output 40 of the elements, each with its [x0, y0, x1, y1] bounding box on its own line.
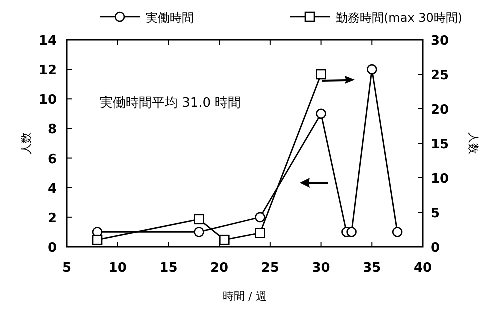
- x-tick-label: 5: [62, 261, 72, 276]
- point: [92, 234, 103, 246]
- point: [255, 228, 266, 238]
- y-tick-label: 4: [48, 182, 57, 197]
- y2-tick-label: 10: [431, 172, 450, 187]
- annotation: 実働時間平均 31.0 時間: [100, 95, 242, 111]
- x-tick-label: 40: [414, 261, 432, 276]
- point: [316, 108, 326, 120]
- point: [194, 214, 204, 225]
- y2-tick-label: 25: [431, 68, 450, 84]
- y-tick-label: 14: [38, 34, 57, 49]
- y-tick-label: 8: [48, 122, 57, 138]
- point: [194, 227, 204, 238]
- y-tick-label: 0: [48, 241, 57, 256]
- x-tick-label: 30: [312, 261, 330, 276]
- y-tick-label: 12: [38, 64, 57, 79]
- x-axis-title: 時間 / 週: [223, 290, 267, 303]
- x-tick-label: 35: [363, 261, 382, 276]
- point: [392, 227, 403, 238]
- y2-tick-label: 30: [431, 34, 450, 49]
- y2-tick-label: 20: [431, 103, 450, 118]
- y2-tick-label: 15: [431, 138, 450, 152]
- y-tick-label: 10: [38, 93, 57, 108]
- point: [255, 212, 266, 223]
- y2-axis-title: 人数: [467, 132, 480, 154]
- point: [316, 69, 326, 80]
- y-tick-label: 2: [48, 211, 57, 226]
- point: [366, 64, 378, 75]
- x-tick-label: 25: [261, 261, 280, 276]
- y-tick-label: 6: [48, 152, 57, 168]
- y2-tick-label: 5: [431, 206, 440, 222]
- y2-tick-label: 0: [431, 241, 440, 256]
- legend-label: 実働時間: [146, 11, 194, 25]
- x-tick-label: 10: [108, 261, 127, 276]
- x-tick-label: 15: [160, 261, 178, 276]
- y-axis-title: 人数: [20, 132, 33, 154]
- legend-label: 勤務時間(max 30時間): [336, 11, 463, 25]
- point: [346, 227, 357, 238]
- point: [220, 234, 230, 246]
- x-tick-label: 20: [210, 261, 229, 276]
